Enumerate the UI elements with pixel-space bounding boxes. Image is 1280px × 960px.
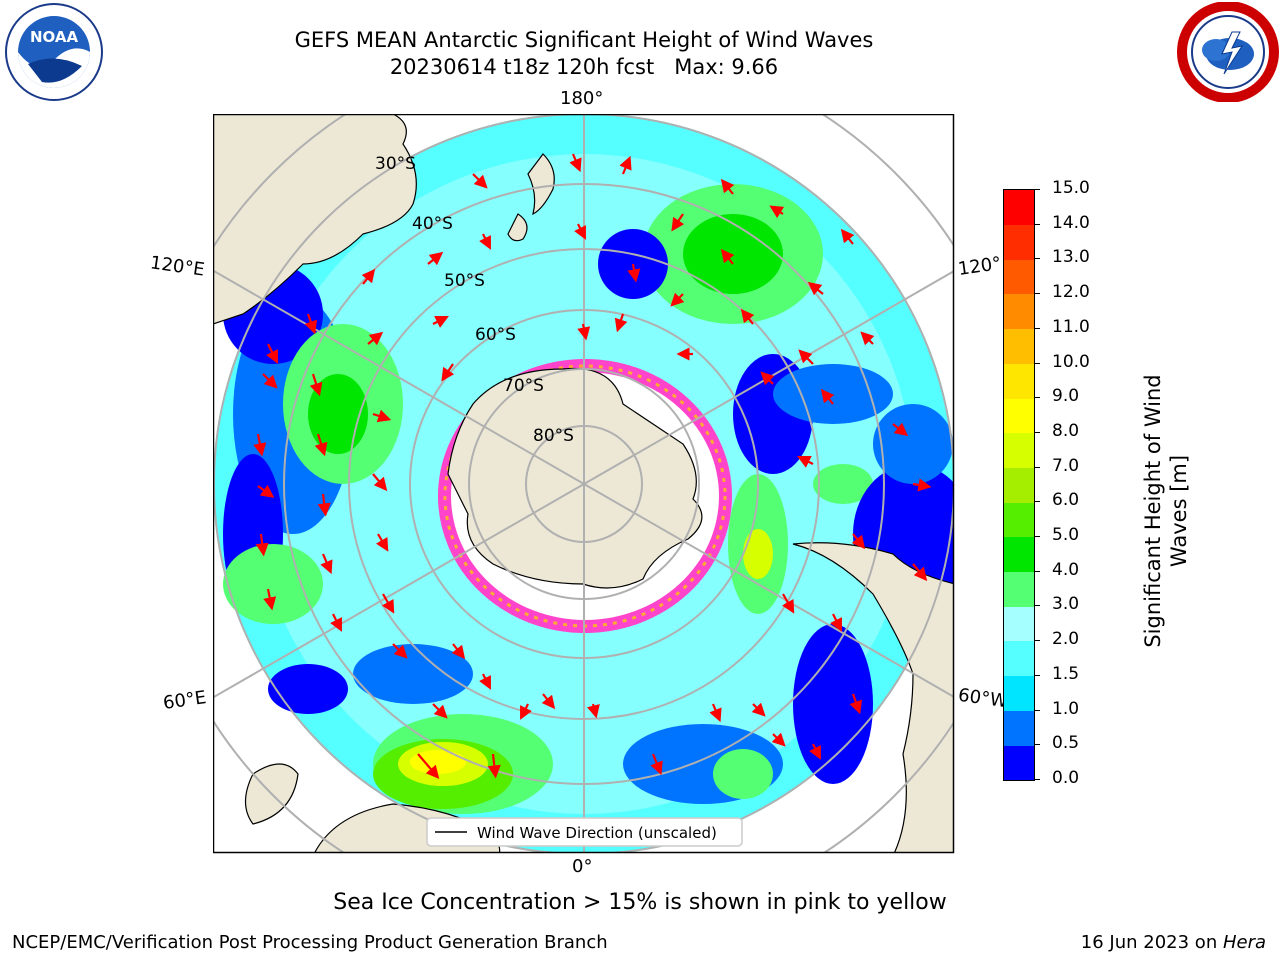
colorbar-tick-label: 4.0 — [1052, 559, 1080, 580]
colorbar-segment — [1004, 710, 1034, 746]
lat-label-30s: 30°S — [375, 154, 416, 174]
lat-label-60s: 60°S — [475, 325, 516, 345]
colorbar-tick-label: 14.0 — [1052, 212, 1090, 233]
lon-label-180: 180° — [560, 88, 604, 109]
sea-ice-caption: Sea Ice Concentration > 15% is shown in … — [333, 890, 947, 915]
colorbar-tick-mark — [1034, 362, 1040, 364]
footer-date-text: 16 Jun 2023 on — [1080, 932, 1223, 953]
colorbar-tick-mark — [1034, 536, 1040, 538]
colorbar-tick-mark — [1034, 189, 1040, 190]
map-title-line1: GEFS MEAN Antarctic Significant Height o… — [294, 28, 874, 52]
colorbar-tick-mark — [1034, 501, 1040, 503]
colorbar-segment — [1004, 502, 1034, 538]
colorbar-tick-mark — [1034, 709, 1040, 711]
map-frame — [213, 114, 955, 854]
colorbar-segment — [1004, 224, 1034, 260]
colorbar-tick-mark — [1034, 640, 1040, 642]
colorbar-segment — [1004, 675, 1034, 711]
lat-label-50s: 50°S — [444, 271, 485, 291]
colorbar-tick-label: 9.0 — [1052, 386, 1080, 407]
lat-label-70s: 70°S — [503, 376, 544, 396]
polar-map: Wind Wave Direction (unscaled) 30°S 40°S… — [213, 114, 955, 854]
footer-credit: NCEP/EMC/Verification Post Processing Pr… — [12, 932, 608, 953]
colorbar-segment — [1004, 537, 1034, 573]
lon-label-120w: 120° — [956, 253, 1003, 280]
lat-label-80s: 80°S — [533, 426, 574, 446]
colorbar-ticks: 0.0 0.5 1.0 1.5 2.0 3.0 4.0 5.0 6.0 7.0 8.0 9.0 10.0… — [1034, 178, 1104, 788]
colorbar-tick-label: 13.0 — [1052, 247, 1090, 268]
colorbar-tick-mark — [1034, 258, 1040, 260]
colorbar-segment — [1004, 328, 1034, 364]
lon-label-120e: 120°E — [148, 252, 206, 281]
colorbar-tick-label: 11.0 — [1052, 316, 1090, 337]
colorbar-segment — [1004, 294, 1034, 330]
colorbar-label-line1: Significant Height of Wind — [1141, 374, 1165, 648]
colorbar — [1003, 189, 1035, 781]
colorbar-segment — [1004, 467, 1034, 503]
colorbar-tick-mark — [1034, 327, 1040, 329]
map-legend: Wind Wave Direction (unscaled) — [426, 817, 743, 847]
colorbar-segment — [1004, 571, 1034, 607]
lon-label-60w: 60°W — [956, 684, 1009, 713]
colorbar-label: Significant Height of Wind Waves [m] — [1140, 361, 1192, 661]
colorbar-segment — [1004, 363, 1034, 399]
colorbar-tick-mark — [1034, 779, 1040, 780]
colorbar-segment — [1004, 641, 1034, 677]
colorbar-tick-mark — [1034, 744, 1040, 746]
colorbar-segment — [1004, 398, 1034, 434]
colorbar-segment — [1004, 432, 1034, 468]
colorbar-tick-label: 8.0 — [1052, 420, 1080, 441]
colorbar-segment — [1004, 745, 1034, 781]
longitude-gridlines — [213, 114, 954, 853]
lon-label-60e: 60°E — [161, 687, 208, 714]
colorbar-segment — [1004, 606, 1034, 642]
colorbar-tick-label: 15.0 — [1052, 178, 1090, 198]
colorbar-segment — [1004, 190, 1034, 225]
colorbar-tick-label: 1.5 — [1052, 663, 1080, 684]
footer-date: 16 Jun 2023 on Hera — [1081, 932, 1266, 953]
noaa-logo: NOAA — [5, 3, 103, 101]
lon-label-0: 0° — [572, 856, 593, 877]
australia-landmass — [213, 114, 417, 325]
colorbar-tick-mark — [1034, 570, 1040, 572]
colorbar-label-line2: Waves [m] — [1167, 454, 1191, 568]
colorbar-tick-mark — [1034, 674, 1040, 676]
colorbar-tick-label: 6.0 — [1052, 490, 1080, 511]
colorbar-tick-mark — [1034, 466, 1040, 468]
nws-logo — [1177, 2, 1279, 102]
colorbar-tick-mark — [1034, 293, 1040, 295]
lat-label-40s: 40°S — [412, 214, 453, 234]
colorbar-tick-label: 0.5 — [1052, 733, 1080, 754]
noaa-logo-text: NOAA — [30, 28, 79, 46]
colorbar-tick-label: 1.0 — [1052, 698, 1080, 719]
colorbar-tick-label: 3.0 — [1052, 594, 1080, 615]
footer-host: Hera — [1222, 932, 1266, 953]
legend-entry: Wind Wave Direction (unscaled) — [477, 824, 717, 842]
wind-wave-arrows — [253, 153, 932, 780]
colorbar-tick-label: 10.0 — [1052, 351, 1090, 372]
colorbar-tick-mark — [1034, 223, 1040, 225]
colorbar-tick-mark — [1034, 397, 1040, 399]
colorbar-tick-label: 12.0 — [1052, 282, 1090, 303]
new-zealand-landmass — [507, 153, 555, 242]
colorbar-tick-label: 5.0 — [1052, 525, 1080, 546]
colorbar-tick-label: 2.0 — [1052, 629, 1080, 650]
colorbar-tick-label: 7.0 — [1052, 455, 1080, 476]
colorbar-segment — [1004, 259, 1034, 295]
map-title-line2: 20230614 t18z 120h fcst Max: 9.66 — [389, 55, 779, 79]
colorbar-tick-mark — [1034, 431, 1040, 433]
colorbar-tick-label: 0.0 — [1052, 768, 1080, 788]
colorbar-tick-mark — [1034, 605, 1040, 607]
